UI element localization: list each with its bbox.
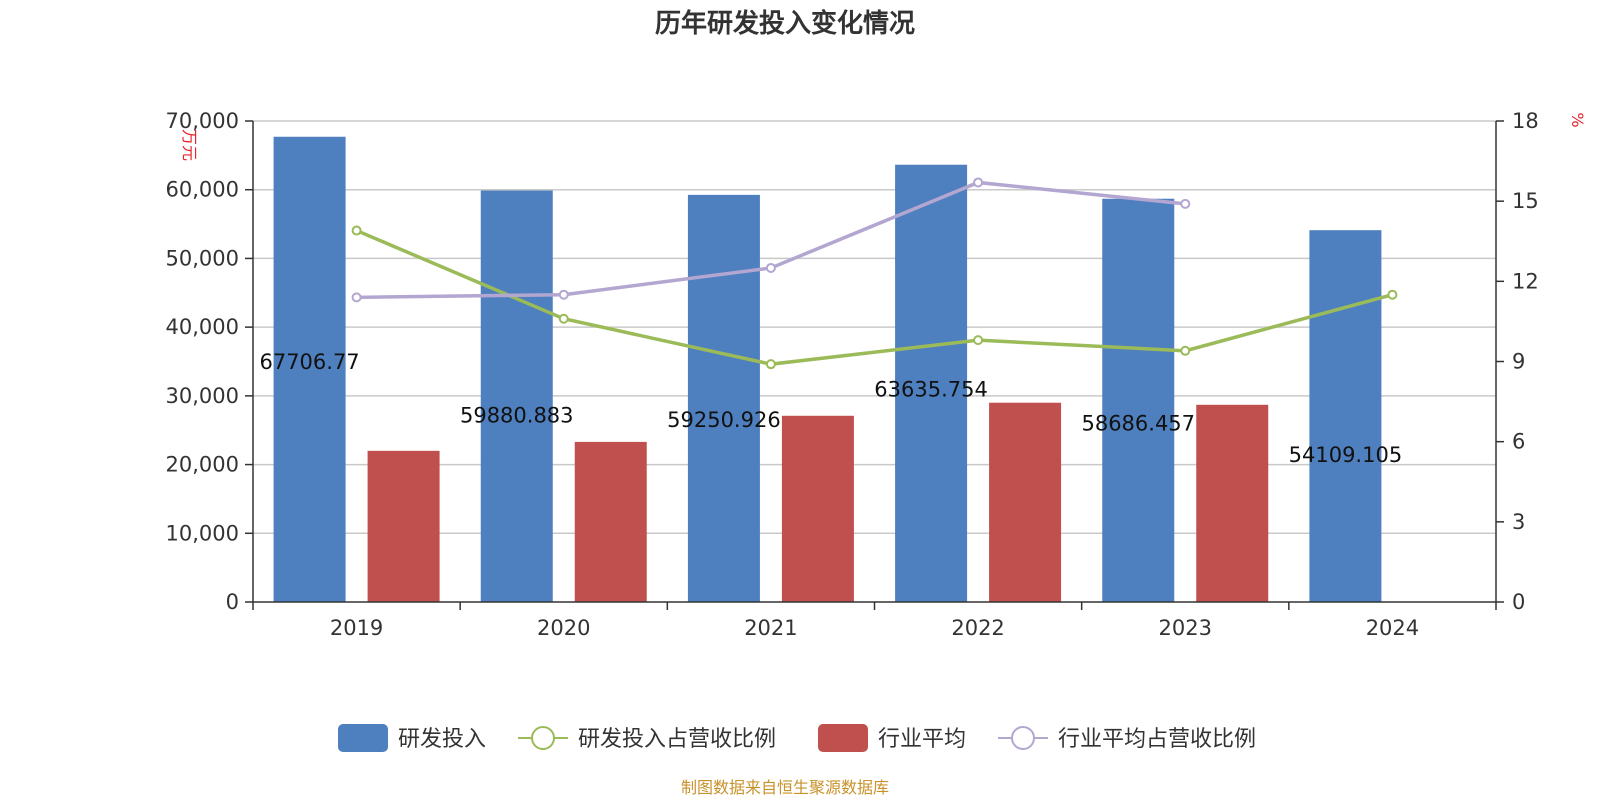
legend-item-2: 行业平均 bbox=[818, 724, 966, 752]
y-left-tick-label: 30,000 bbox=[166, 384, 239, 408]
y-left-tick-label: 70,000 bbox=[166, 109, 239, 133]
x-tick-label: 2021 bbox=[744, 616, 797, 640]
bar-industry-2021 bbox=[781, 415, 854, 602]
bar-rd-2022 bbox=[895, 164, 968, 603]
y-left-tick-label: 0 bbox=[226, 590, 239, 614]
x-tick-label: 2022 bbox=[951, 616, 1004, 640]
data-label-2020: 59880.883 bbox=[460, 404, 574, 428]
y-axis-left-unit: 万元 bbox=[180, 129, 199, 161]
y-right-tick-label: 9 bbox=[1512, 350, 1525, 374]
bars bbox=[273, 136, 1382, 603]
grid-lines bbox=[253, 120, 1496, 535]
legend-swatch-marker bbox=[531, 726, 555, 750]
y-axis-right-unit: % bbox=[1568, 112, 1587, 127]
x-tick-label: 2024 bbox=[1366, 616, 1419, 640]
source-note: 制图数据来自恒生聚源数据库 bbox=[681, 778, 889, 797]
point-rd-ratio bbox=[973, 335, 984, 346]
legend-item-3: 行业平均占营收比例 bbox=[998, 726, 1256, 752]
bar-industry-2020 bbox=[574, 441, 647, 602]
point-rd-ratio bbox=[351, 225, 362, 236]
y-axis-right: 0 3 6 9 12 15 18 bbox=[1495, 109, 1539, 614]
point-industry-ratio bbox=[351, 292, 362, 303]
bar-rd-2021 bbox=[687, 194, 760, 602]
data-label-2021: 59250.926 bbox=[667, 408, 781, 432]
legend-swatch-marker bbox=[1011, 726, 1035, 750]
bar-rd-2020 bbox=[480, 190, 553, 603]
bar-industry-2022 bbox=[989, 402, 1062, 602]
data-label-2019: 67706.77 bbox=[259, 350, 359, 374]
legend-item-0: 研发投入 bbox=[338, 724, 486, 752]
line-rd-ratio bbox=[355, 228, 1393, 366]
y-right-tick-label: 6 bbox=[1512, 430, 1525, 454]
y-left-tick-label: 60,000 bbox=[166, 178, 239, 202]
y-right-tick-label: 0 bbox=[1512, 590, 1525, 614]
bar-rd-2023 bbox=[1102, 198, 1175, 602]
point-rd-ratio bbox=[558, 313, 569, 324]
y-right-tick-label: 3 bbox=[1512, 510, 1525, 534]
y-right-tick-label: 15 bbox=[1512, 189, 1539, 213]
legend-label: 研发投入 bbox=[398, 727, 486, 752]
legend-swatch-bar bbox=[338, 724, 388, 752]
x-tick-label: 2023 bbox=[1159, 616, 1212, 640]
point-rd-ratio bbox=[1180, 345, 1191, 356]
bar-industry-2023 bbox=[1196, 404, 1269, 602]
y-right-tick-label: 18 bbox=[1512, 109, 1539, 133]
legend-label: 行业平均占营收比例 bbox=[1058, 727, 1256, 752]
legend-label: 行业平均 bbox=[878, 727, 966, 752]
y-left-tick-label: 40,000 bbox=[166, 315, 239, 339]
data-label-2024: 54109.105 bbox=[1289, 443, 1403, 467]
point-industry-ratio bbox=[1180, 198, 1191, 209]
point-rd-ratio bbox=[765, 359, 776, 370]
bar-rd-2019 bbox=[273, 136, 346, 603]
point-industry-ratio bbox=[558, 289, 569, 300]
point-rd-ratio bbox=[1387, 289, 1398, 300]
lines bbox=[351, 177, 1398, 370]
data-label-2023: 58686.457 bbox=[1081, 412, 1195, 436]
y-axis-left: 0 10,000 20,000 30,000 40,000 50,000 60,000 70,… bbox=[166, 109, 254, 614]
bar-industry-2019 bbox=[367, 450, 440, 602]
x-axis: 2019 2020 2021 2022 2023 2024 bbox=[252, 601, 1497, 640]
legend-item-1: 研发投入占营收比例 bbox=[518, 726, 776, 752]
data-label-2022: 63635.754 bbox=[874, 378, 988, 402]
chart-title: 历年研发投入变化情况 bbox=[655, 8, 915, 39]
y-left-tick-label: 10,000 bbox=[166, 521, 239, 545]
y-right-tick-label: 12 bbox=[1512, 269, 1539, 293]
point-industry-ratio bbox=[765, 262, 776, 273]
legend-label: 研发投入占营收比例 bbox=[578, 727, 776, 752]
y-left-tick-label: 20,000 bbox=[166, 453, 239, 477]
data-labels: 67706.77 59880.883 59250.926 63635.754 58686… bbox=[259, 350, 1402, 467]
legend: 研发投入 研发投入占营收比例 行业平均 行业平均占营收比例 bbox=[338, 724, 1256, 752]
x-tick-label: 2019 bbox=[330, 616, 383, 640]
point-industry-ratio bbox=[973, 177, 984, 188]
x-tick-label: 2020 bbox=[537, 616, 590, 640]
y-left-tick-label: 50,000 bbox=[166, 246, 239, 270]
bar-rd-2024 bbox=[1309, 230, 1382, 602]
legend-swatch-bar bbox=[818, 724, 868, 752]
